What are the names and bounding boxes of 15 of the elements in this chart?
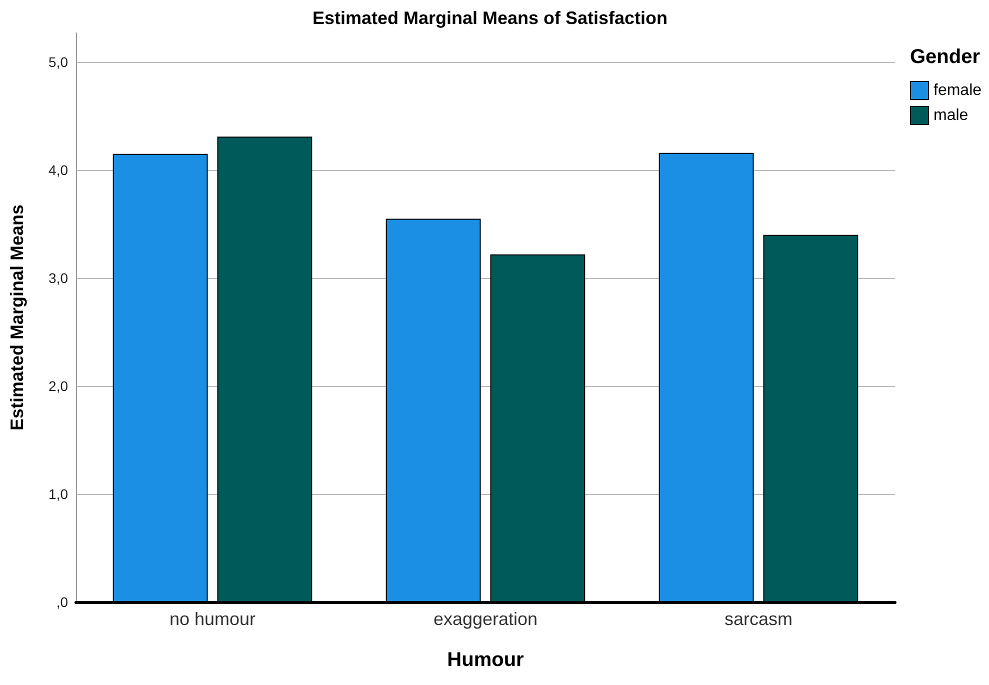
y-tick-label: 1,0 bbox=[48, 486, 68, 502]
y-tick-label: 2,0 bbox=[48, 378, 68, 394]
x-tick-label: no humour bbox=[169, 609, 256, 629]
y-tick-label: 5,0 bbox=[48, 54, 68, 70]
legend-label: male bbox=[934, 107, 968, 124]
y-axis-title: Estimated Marginal Means bbox=[7, 204, 27, 431]
x-tick-label: sarcasm bbox=[724, 609, 793, 629]
y-tick-label: ,0 bbox=[56, 594, 68, 610]
legend-title: Gender bbox=[910, 46, 980, 68]
legend-label: female bbox=[934, 82, 982, 99]
y-tick-label: 3,0 bbox=[48, 270, 68, 286]
x-tick-label: exaggeration bbox=[433, 609, 538, 629]
y-tick-label: 4,0 bbox=[48, 162, 68, 178]
x-axis-title: Humour bbox=[447, 649, 524, 671]
chart-title: Estimated Marginal Means of Satisfaction bbox=[312, 8, 668, 28]
